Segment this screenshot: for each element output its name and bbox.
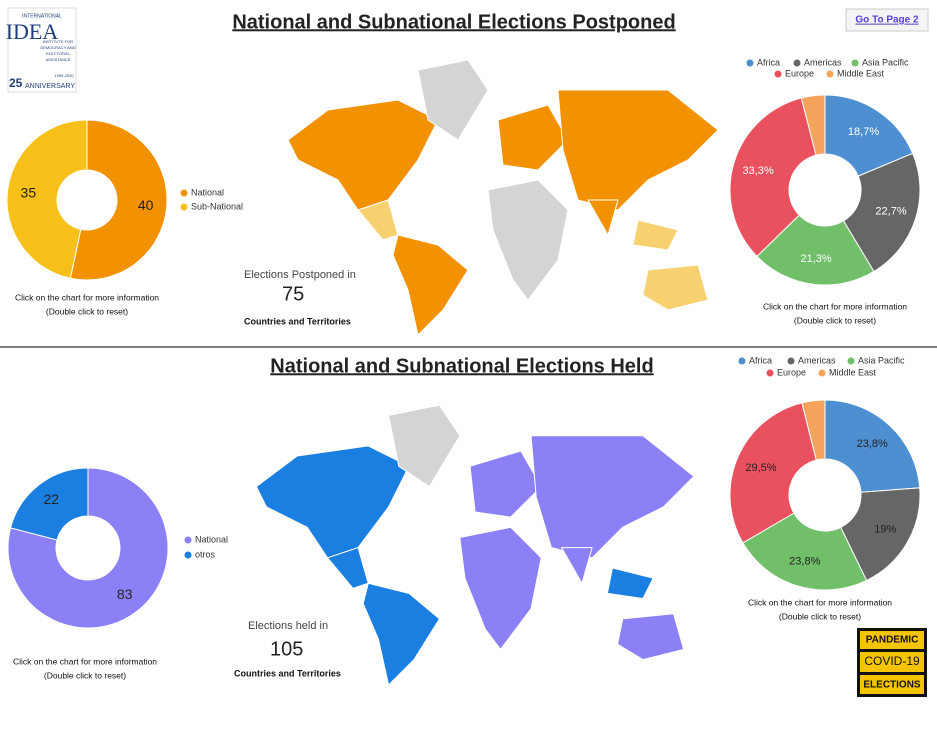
pie-slice	[742, 512, 868, 591]
logo: INTERNATIONAL IDEA INSTITUTE FOR DEMOCRA…	[6, 7, 77, 93]
badge: PANDEMIC COVID-19 ELECTIONS	[857, 628, 927, 697]
badge-box	[860, 652, 924, 672]
legend-label: National	[195, 534, 228, 544]
badge-text: COVID-19	[864, 654, 920, 668]
legend-label: Americas	[804, 57, 842, 67]
legend-marker	[826, 70, 834, 78]
legend-label: otros	[195, 549, 216, 559]
logo-line: ASSISTANCE	[45, 57, 70, 62]
stat-sub: Countries and Territories	[244, 316, 351, 326]
pie-slice	[6, 119, 88, 279]
logo-line: DEMOCRACY AND	[40, 45, 75, 50]
pie-slice	[801, 399, 826, 461]
stat-value: 75	[282, 283, 304, 305]
chart-note: Click on the chart for more information	[748, 597, 892, 607]
logo-frame	[7, 7, 77, 93]
pie-slice	[9, 467, 89, 541]
stat-sub: Countries and Territories	[234, 668, 341, 678]
legend-label: Americas	[798, 355, 836, 365]
legend-marker	[774, 70, 782, 78]
value-label: 19%	[874, 524, 896, 536]
legend-marker	[847, 357, 855, 365]
badge-box	[860, 675, 924, 694]
legend-label: Middle East	[837, 68, 885, 78]
logo-number: 25	[9, 76, 23, 90]
legend-marker	[766, 369, 774, 377]
legend-label: Europe	[785, 68, 814, 78]
chart-note: (Double click to reset)	[794, 315, 876, 325]
chart-note: (Double click to reset)	[46, 306, 128, 316]
logo-name: IDEA	[6, 19, 59, 44]
map-postponed	[287, 59, 719, 335]
pie-slice	[7, 467, 169, 629]
legend-label: Sub-National	[191, 201, 243, 211]
badge-text: ELECTIONS	[863, 680, 921, 691]
stat-value: 105	[270, 638, 303, 660]
pie-slice	[756, 214, 875, 286]
pie-slice	[729, 97, 817, 258]
value-label: 29,5%	[745, 462, 776, 474]
section-title: National and Subnational Elections Held	[270, 355, 653, 377]
legend-label: National	[191, 187, 224, 197]
legend-marker	[184, 536, 192, 544]
chart-note: Click on the chart for more information	[15, 292, 159, 302]
legend-marker	[180, 189, 188, 197]
pie-slice	[69, 119, 168, 281]
legend-marker	[746, 59, 754, 67]
badge-text: PANDEMIC	[866, 635, 919, 646]
legend-marker	[184, 551, 192, 559]
chart-note: Click on the chart for more information	[763, 301, 907, 311]
chart-note: (Double click to reset)	[779, 611, 861, 621]
legend-marker	[793, 59, 801, 67]
chart-note: Click on the chart for more information	[13, 656, 157, 666]
legend-marker	[180, 203, 188, 211]
stat-label: Elections Postponed in	[244, 269, 356, 281]
value-label: 23,8%	[857, 438, 888, 450]
pie-slice	[824, 94, 914, 177]
pie-slice	[729, 402, 817, 544]
logo-anniversary: ANNIVERSARY	[25, 83, 75, 90]
badge-box	[860, 631, 924, 649]
value-label: 22,7%	[875, 206, 906, 218]
value-label: 23,8%	[789, 555, 820, 567]
legend-label: Middle East	[829, 367, 877, 377]
link-button[interactable]	[845, 8, 929, 32]
legend-label: Asia Pacific	[858, 355, 905, 365]
chart-note: (Double click to reset)	[44, 670, 126, 680]
pie-slice	[840, 487, 921, 582]
map-held	[255, 404, 695, 685]
legend-marker	[738, 357, 746, 365]
legend-marker	[787, 357, 795, 365]
legend-label: Asia Pacific	[862, 57, 909, 67]
value-label: 18,7%	[848, 126, 879, 138]
pie-slice	[842, 152, 921, 273]
legend-label: Africa	[757, 57, 780, 67]
legend-label: Europe	[777, 367, 806, 377]
value-label: 21,3%	[800, 253, 831, 265]
section-title: National and Subnational Elections Postp…	[232, 11, 675, 33]
value-label: 40	[138, 197, 154, 213]
legend-marker	[818, 369, 826, 377]
legend-marker	[851, 59, 859, 67]
logo-line: ELECTORAL	[46, 51, 70, 56]
link-text[interactable]: Go To Page 2	[855, 15, 919, 26]
legend-label: Africa	[749, 355, 772, 365]
stat-label: Elections held in	[248, 620, 328, 632]
value-label: 33,3%	[742, 165, 773, 177]
logo-top: INTERNATIONAL	[22, 13, 62, 19]
value-label: 22	[44, 491, 60, 507]
pie-slice	[800, 94, 826, 156]
logo-years: 1995-2020	[54, 73, 74, 78]
value-label: 35	[21, 185, 37, 201]
value-label: 83	[117, 586, 133, 602]
logo-line: INSTITUTE FOR	[43, 39, 73, 44]
pie-slice	[824, 399, 921, 493]
